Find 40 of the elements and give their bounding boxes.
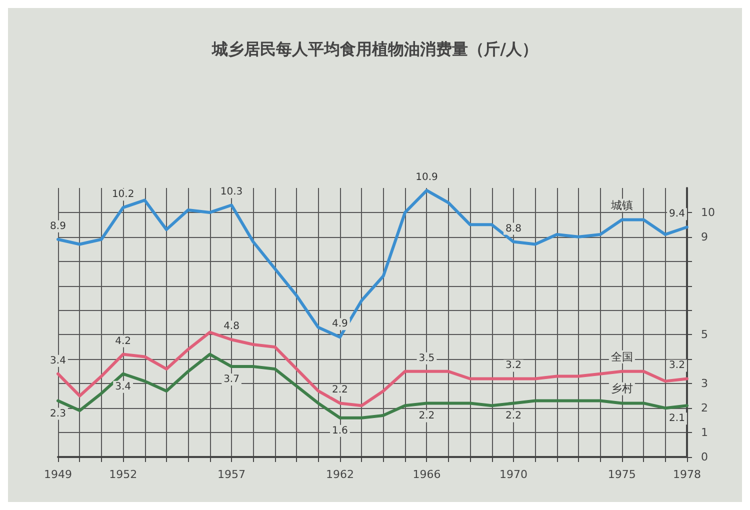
data-label: 4.8	[224, 321, 240, 332]
data-label: 2.1	[669, 413, 685, 424]
data-label: 10.2	[112, 189, 134, 200]
data-label: 2.3	[50, 408, 66, 420]
y-tick-label: 5	[701, 328, 708, 342]
x-tick-label: 1962	[326, 468, 354, 481]
data-label: 3.7	[224, 374, 240, 386]
x-tick-label: 1949	[44, 468, 72, 481]
x-tick-label: 1978	[673, 468, 701, 481]
data-label: 8.8	[506, 223, 522, 234]
x-tick-label: 1975	[608, 468, 636, 481]
x-tick-label: 1970	[499, 468, 528, 481]
data-label: 3.4	[115, 381, 132, 392]
chart-title: 城乡居民每人平均食用植物油消费量（斤/人）	[211, 40, 538, 58]
y-tick-label: 0	[701, 450, 708, 464]
series-label: 全国	[610, 350, 633, 364]
data-label: 10.3	[220, 186, 243, 198]
y-tick-label: 10	[701, 206, 715, 219]
data-label: 3.5	[418, 352, 435, 364]
y-tick-label: 1	[701, 426, 708, 440]
x-tick-label: 1952	[109, 468, 138, 481]
y-tick-label: 3	[701, 377, 708, 390]
series-label: 乡村	[610, 382, 633, 396]
series-label: 城镇	[610, 198, 633, 212]
data-label: 10.9	[416, 172, 438, 183]
y-tick-label: 9	[701, 230, 708, 244]
x-tick-label: 1966	[412, 468, 441, 481]
data-label: 2.2	[506, 410, 522, 422]
x-tick-label: 1957	[218, 468, 246, 481]
data-label: 3.2	[506, 360, 522, 372]
data-label: 2.2	[332, 384, 348, 396]
data-label: 9.4	[669, 208, 685, 220]
y-tick-label: 2	[701, 402, 708, 415]
data-label: 3.4	[50, 355, 66, 366]
data-label: 8.9	[50, 220, 66, 232]
data-label: 4.2	[115, 336, 132, 347]
data-label: 4.9	[332, 318, 348, 330]
data-label: 1.6	[332, 425, 348, 436]
data-label: 2.2	[418, 410, 435, 422]
data-label: 3.2	[669, 360, 685, 372]
